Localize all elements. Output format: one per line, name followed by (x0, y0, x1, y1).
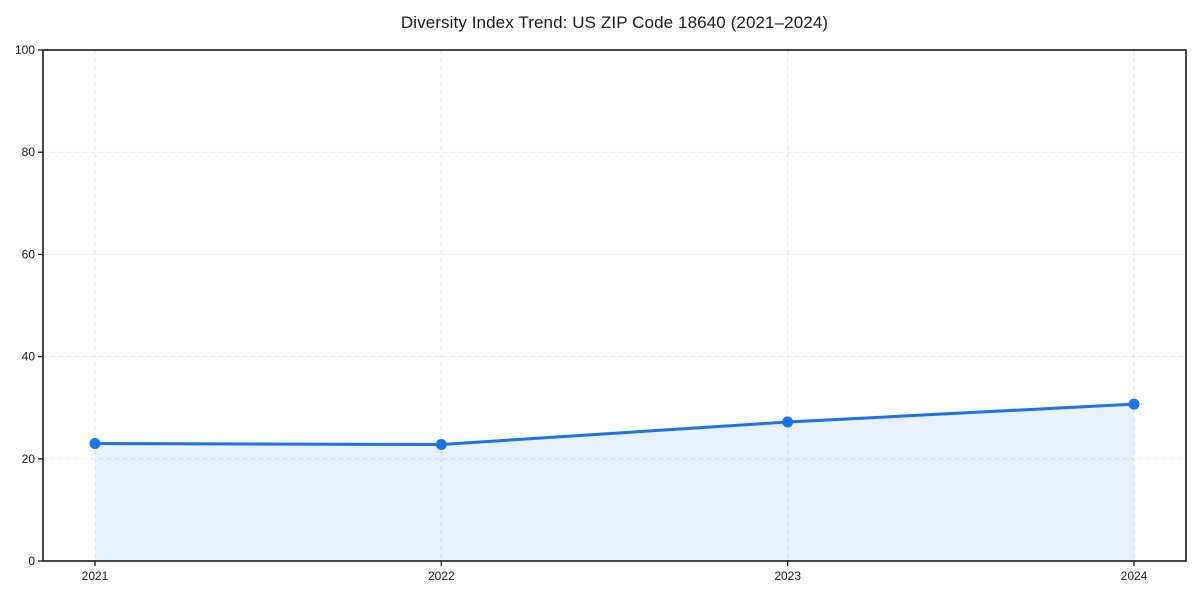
y-tick-label: 60 (22, 247, 36, 261)
data-point (89, 437, 101, 449)
x-tick-label: 2024 (1121, 569, 1148, 583)
y-tick-label: 100 (15, 43, 35, 57)
data-point (435, 438, 447, 450)
y-tick-label: 40 (22, 350, 36, 364)
x-tick-label: 2022 (428, 569, 455, 583)
trend-line (93, 402, 1136, 446)
chart-title: Diversity Index Trend: US ZIP Code 18640… (400, 13, 829, 32)
x-tick-label: 2023 (774, 569, 801, 583)
data-point (1128, 398, 1140, 410)
y-tick-label: 80 (22, 145, 36, 159)
y-tick-label: 20 (22, 452, 36, 466)
plot-border (42, 49, 1187, 562)
data-point (782, 416, 794, 428)
area-fill (95, 404, 1134, 561)
y-tick-label: 0 (28, 554, 35, 568)
x-tick-label: 2021 (82, 569, 109, 583)
